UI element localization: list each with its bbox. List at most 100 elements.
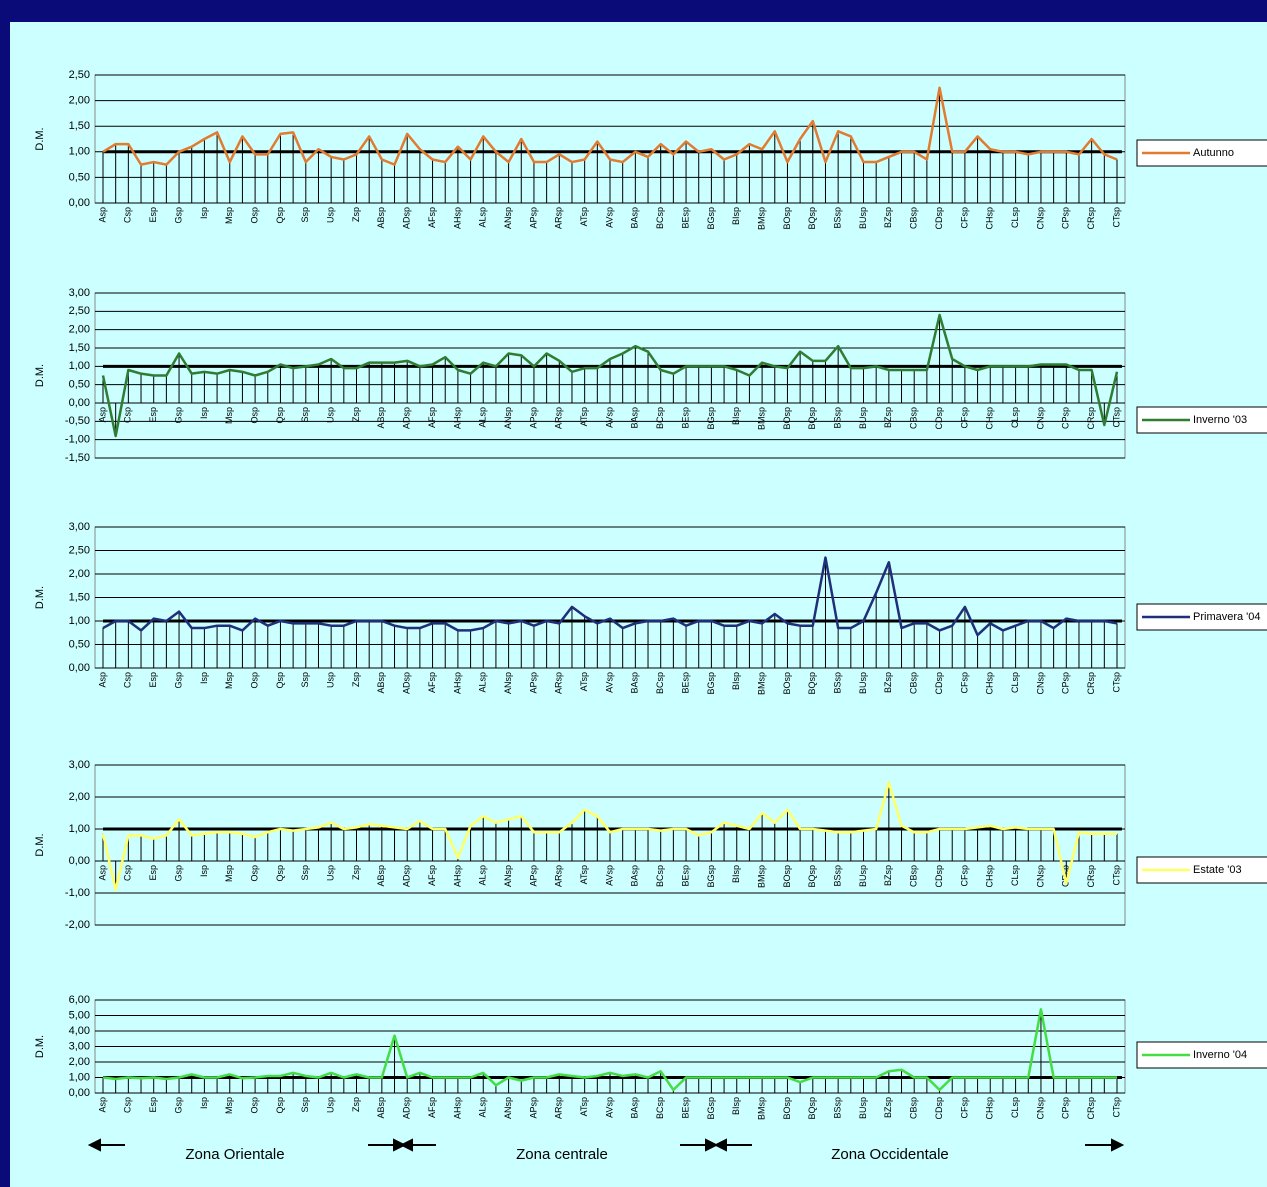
y-tick-label: 2,00	[69, 1056, 90, 1068]
x-tick-label: CBsp	[909, 672, 919, 694]
x-tick-label: BOsp	[782, 672, 792, 695]
x-tick-label: Zsp	[351, 672, 361, 687]
x-tick-label: BIsp	[731, 407, 741, 425]
legend-label: Autunno	[1193, 147, 1234, 159]
x-tick-label: CFsp	[959, 865, 969, 887]
x-tick-label: Osp	[249, 672, 259, 689]
x-tick-label: BSsp	[833, 407, 843, 429]
x-tick-label: CTsp	[1111, 407, 1121, 428]
x-tick-label: BGsp	[706, 1097, 716, 1120]
x-tick-label: APsp	[528, 865, 538, 887]
x-tick-label: CDsp	[934, 407, 944, 430]
y-tick-label: 1,00	[69, 1071, 90, 1083]
x-tick-label: Usp	[326, 672, 336, 688]
x-tick-label: ABsp	[376, 407, 386, 429]
x-tick-label: BSsp	[833, 207, 843, 229]
x-tick-label: ANsp	[503, 672, 513, 694]
x-tick-label: Asp	[97, 672, 107, 688]
y-axis-label: D.M.	[34, 364, 46, 387]
x-tick-label: BIsp	[731, 207, 741, 225]
x-tick-label: ADsp	[402, 865, 412, 887]
x-tick-label: BSsp	[833, 1097, 843, 1119]
legend-label: Inverno '03	[1193, 414, 1247, 426]
x-tick-label: Usp	[326, 407, 336, 423]
x-tick-label: BCsp	[655, 1097, 665, 1119]
x-tick-label: Usp	[326, 1097, 336, 1113]
y-tick-label: 2,50	[69, 305, 90, 317]
x-tick-label: BUsp	[858, 672, 868, 694]
x-tick-label: BAsp	[630, 672, 640, 694]
x-tick-label: ARsp	[554, 407, 564, 429]
x-tick-label: AHsp	[452, 672, 462, 694]
x-tick-label: ALsp	[478, 207, 488, 228]
x-tick-label: Qsp	[275, 207, 285, 224]
y-tick-label: 2,00	[69, 324, 90, 336]
x-tick-label: CNsp	[1035, 1097, 1045, 1120]
y-tick-label: 1,50	[69, 591, 90, 603]
x-tick-label: BEsp	[680, 865, 690, 887]
x-tick-label: Csp	[123, 207, 133, 223]
x-tick-label: BIsp	[731, 1097, 741, 1115]
x-tick-label: APsp	[528, 1097, 538, 1119]
x-tick-label: Zsp	[351, 865, 361, 880]
x-tick-label: BOsp	[782, 207, 792, 230]
x-tick-label: ARsp	[554, 865, 564, 887]
x-tick-label: CNsp	[1035, 207, 1045, 230]
x-tick-label: BMsp	[756, 865, 766, 888]
y-tick-label: -2,00	[65, 919, 90, 931]
x-tick-label: CLsp	[1010, 1097, 1020, 1118]
x-tick-label: CHsp	[985, 865, 995, 888]
x-tick-label: ATsp	[579, 407, 589, 426]
x-tick-label: CFsp	[959, 672, 969, 694]
x-tick-label: BEsp	[680, 1097, 690, 1119]
x-tick-label: Csp	[123, 407, 133, 423]
zone-arrows	[87, 1138, 1125, 1152]
x-tick-label: AVsp	[604, 1097, 614, 1118]
x-tick-label: BEsp	[680, 207, 690, 229]
x-tick-label: ALsp	[478, 865, 488, 886]
y-tick-label: 2,50	[69, 69, 90, 81]
x-tick-label: AHsp	[452, 207, 462, 229]
x-tick-label: BAsp	[630, 865, 640, 887]
x-tick-label: APsp	[528, 207, 538, 229]
x-tick-label: BQsp	[807, 407, 817, 430]
x-tick-label: CFsp	[959, 1097, 969, 1119]
x-tick-label: BEsp	[680, 672, 690, 694]
x-tick-label: ATsp	[579, 1097, 589, 1116]
y-tick-label: 1,00	[69, 360, 90, 372]
x-tick-label: Osp	[249, 207, 259, 224]
x-tick-label: CFsp	[959, 407, 969, 429]
x-tick-label: CRsp	[1086, 1097, 1096, 1120]
y-tick-label: 3,00	[69, 759, 90, 771]
x-tick-label: ABsp	[376, 207, 386, 229]
x-tick-label: BCsp	[655, 407, 665, 429]
x-tick-label: BZsp	[883, 672, 893, 693]
x-tick-label: BGsp	[706, 207, 716, 230]
x-tick-label: BCsp	[655, 672, 665, 694]
x-tick-label: BMsp	[756, 407, 766, 430]
x-tick-label: BQsp	[807, 207, 817, 230]
x-tick-label: ANsp	[503, 1097, 513, 1119]
x-tick-label: CRsp	[1086, 407, 1096, 430]
series-line	[101, 313, 1119, 438]
x-tick-label: ALsp	[478, 407, 488, 428]
y-tick-label: 3,00	[69, 287, 90, 299]
x-tick-label: Gsp	[173, 865, 183, 882]
x-tick-label: CDsp	[934, 672, 944, 695]
x-tick-label: ARsp	[554, 672, 564, 694]
x-tick-label: Osp	[249, 865, 259, 882]
y-tick-label: 1,50	[69, 120, 90, 132]
x-tick-label: BOsp	[782, 865, 792, 888]
legend-label: Inverno '04	[1193, 1049, 1247, 1061]
x-tick-label: Gsp	[173, 672, 183, 689]
x-tick-label: Ssp	[300, 207, 310, 223]
x-tick-label: ATsp	[579, 672, 589, 691]
y-tick-label: 1,00	[69, 146, 90, 158]
x-tick-label: CHsp	[985, 672, 995, 695]
x-tick-label: ANsp	[503, 865, 513, 887]
x-tick-label: ADsp	[402, 672, 412, 694]
x-tick-label: Osp	[249, 1097, 259, 1114]
x-tick-label: BUsp	[858, 1097, 868, 1119]
legend-label: Estate '03	[1193, 864, 1242, 876]
